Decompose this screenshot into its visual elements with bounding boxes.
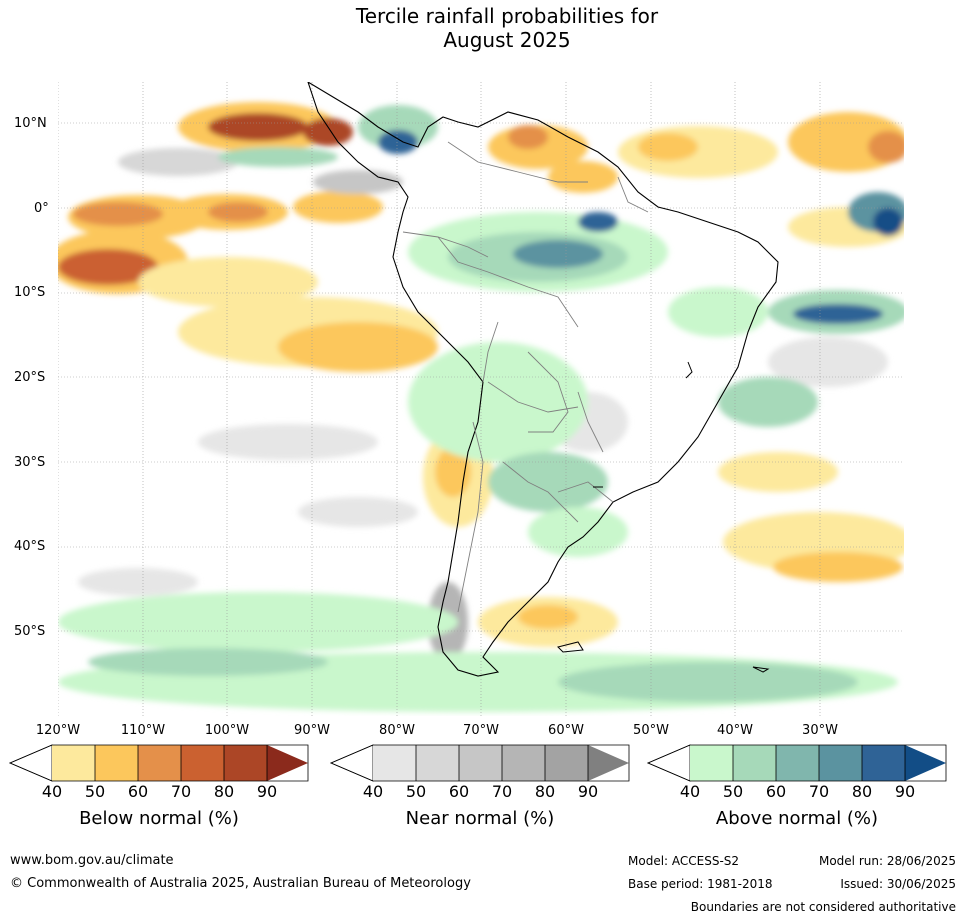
above-cbar-swatch-90 [862,745,905,781]
footer-url: www.bom.gov.au/climate [10,853,174,868]
footer-model: Model: ACCESS-S2 [628,854,740,868]
lon-label-120w: 120°W [35,723,81,738]
tick: 60 [765,782,787,801]
below-cbar-swatch-60 [95,745,138,781]
title-line-2: August 2025 [443,28,571,52]
footer-model-run: Model run: 28/06/2025 [818,854,956,868]
near-cbar-swatch-90 [545,745,588,781]
below-cbar-swatch-50 [52,745,95,781]
above-cbar-swatch-50 [690,745,733,781]
lat-label-20s: 20°S [14,370,46,385]
lat-label-30s: 30°S [14,455,46,470]
below-normal-title: Below normal (%) [79,808,239,829]
below-normal-colorbar [8,744,309,782]
above-normal-colorbar [646,744,947,782]
below-cbar-start-arrow [8,744,53,782]
tick: 80 [851,782,873,801]
near-cbar-swatch-80 [502,745,545,781]
map-title: Tercile rainfall probabilities for Augus… [0,4,965,52]
tick: 70 [808,782,830,801]
probability-patches [58,102,904,712]
lon-label-40w: 40°W [717,723,753,738]
above-cbar-start-arrow [646,744,691,782]
footer-issued: Issued: 30/06/2025 [840,877,956,891]
near-normal-title: Near normal (%) [405,808,555,829]
tick: 80 [534,782,556,801]
below-cbar-swatch-80 [181,745,224,781]
tick: 50 [84,782,106,801]
near-cbar-start-arrow [329,744,374,782]
lon-label-80w: 80°W [379,723,415,738]
lon-label-60w: 60°W [548,723,584,738]
tick: 50 [722,782,744,801]
tick: 90 [894,782,916,801]
near-cbar-swatch-60 [416,745,459,781]
above-cbar-swatch-80 [819,745,862,781]
graticule [58,82,904,716]
lon-label-70w: 70°W [463,723,499,738]
lon-label-100w: 100°W [204,723,250,738]
tick: 90 [256,782,278,801]
tick: 40 [41,782,63,801]
footer-disclaimer: Boundaries are not considered authoritat… [690,900,956,914]
above-cbar-end-arrow [905,745,946,781]
above-cbar-swatch-60 [733,745,776,781]
tick: 50 [405,782,427,801]
lat-label-0: 0° [34,201,49,216]
near-cbar-end-arrow [588,745,629,781]
rainfall-probability-map [58,82,904,716]
tick: 70 [491,782,513,801]
below-cbar-swatch-90 [224,745,267,781]
title-line-1: Tercile rainfall probabilities for [355,4,659,28]
near-cbar-swatch-50 [373,745,416,781]
lat-label-40s: 40°S [14,539,46,554]
map-canvas [58,82,904,716]
lat-label-10n: 10°N [14,116,47,131]
tick: 40 [362,782,384,801]
coastline [307,82,779,677]
below-cbar-swatch-70 [138,745,181,781]
lon-label-30w: 30°W [802,723,838,738]
near-cbar-swatch-70 [459,745,502,781]
lon-label-90w: 90°W [294,723,330,738]
tick: 60 [448,782,470,801]
lat-label-50s: 50°S [14,624,46,639]
footer-base-period: Base period: 1981-2018 [628,877,773,891]
lon-label-50w: 50°W [633,723,669,738]
tick: 70 [170,782,192,801]
below-cbar-end-arrow [267,745,308,781]
above-normal-title: Above normal (%) [715,808,879,829]
tick: 40 [679,782,701,801]
islands [557,361,770,673]
lon-label-110w: 110°W [120,723,166,738]
tick: 80 [213,782,235,801]
near-normal-colorbar [329,744,630,782]
footer-copyright: © Commonwealth of Australia 2025, Austra… [10,876,471,891]
country-borders [402,141,649,613]
lat-label-10s: 10°S [14,285,46,300]
tick: 90 [577,782,599,801]
above-cbar-swatch-70 [776,745,819,781]
tick: 60 [127,782,149,801]
